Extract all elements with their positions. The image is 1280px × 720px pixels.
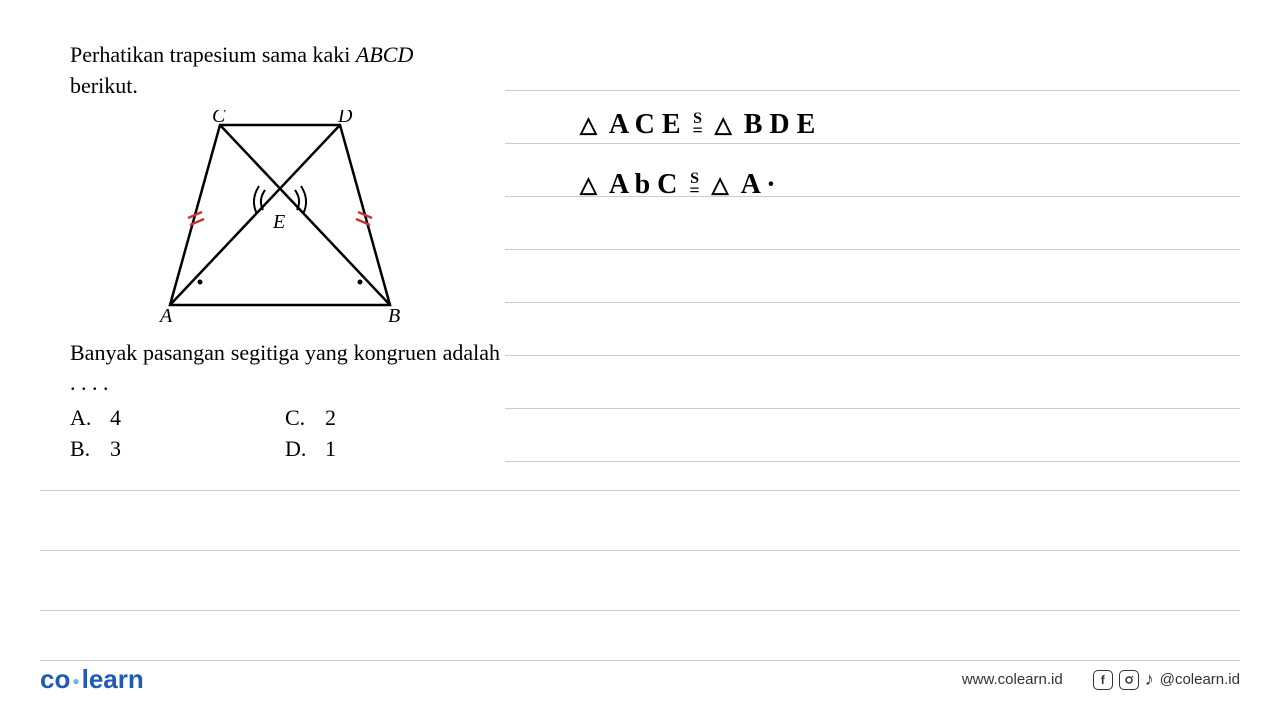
congruent-symbol: S = <box>689 173 699 197</box>
question-intro: Perhatikan trapesium sama kaki ABCD beri… <box>70 40 500 102</box>
option-value: 1 <box>325 434 336 465</box>
svg-text:E: E <box>272 211 285 233</box>
option-value: 2 <box>325 403 336 434</box>
option-letter: C. <box>285 403 325 434</box>
website-url: www.colearn.id <box>962 671 1063 688</box>
option-d: D. 1 <box>285 434 500 465</box>
trapezium-diagram: A B C D E <box>150 110 410 330</box>
handwriting-line-2: △ A b C S = △ A · <box>580 165 1030 205</box>
social-handle: @colearn.id <box>1160 671 1240 688</box>
question-prompt: Banyak pasangan segitiga yang kongruen a… <box>70 338 500 400</box>
handwriting-line-1: △ A C E S = △ B D E <box>580 105 1030 145</box>
hw-triangle-1: A C E <box>609 109 681 141</box>
option-letter: B. <box>70 434 110 465</box>
triangle-icon: △ <box>712 172 729 198</box>
logo-dot-icon: ● <box>72 674 79 688</box>
option-c: C. 2 <box>285 403 500 434</box>
logo-learn: learn <box>82 664 144 694</box>
footer-right: www.colearn.id f ♪ @colearn.id <box>962 669 1240 690</box>
option-letter: A. <box>70 403 110 434</box>
question-text-part2: berikut. <box>70 73 138 98</box>
option-letter: D. <box>285 434 325 465</box>
social-links: f ♪ @colearn.id <box>1093 669 1240 690</box>
option-value: 4 <box>110 403 121 434</box>
option-a: A. 4 <box>70 403 285 434</box>
footer: co●learn www.colearn.id f ♪ @colearn.id <box>40 664 1240 695</box>
question-text-italic: ABCD <box>356 42 413 67</box>
option-value: 3 <box>110 434 121 465</box>
answer-options: A. 4 C. 2 B. 3 D. 1 <box>70 403 500 465</box>
triangle-icon: △ <box>580 112 597 138</box>
question-text-part1: Perhatikan trapesium sama kaki <box>70 42 356 67</box>
svg-text:D: D <box>337 110 353 127</box>
tiktok-icon: ♪ <box>1145 669 1154 690</box>
svg-text:B: B <box>388 305 400 327</box>
triangle-icon: △ <box>580 172 597 198</box>
svg-text:A: A <box>158 305 173 327</box>
svg-text:C: C <box>212 110 226 127</box>
hw-triangle-2: B D E <box>744 109 816 141</box>
option-b: B. 3 <box>70 434 285 465</box>
congruent-symbol: S = <box>693 113 703 137</box>
hw-triangle-3: A b C <box>609 169 677 201</box>
facebook-icon: f <box>1093 670 1113 690</box>
brand-logo: co●learn <box>40 664 144 695</box>
question-block: Perhatikan trapesium sama kaki ABCD beri… <box>70 40 500 465</box>
hw-triangle-4: A · <box>741 169 776 201</box>
triangle-icon: △ <box>715 112 732 138</box>
handwritten-work: △ A C E S = △ B D E △ A b C S = △ A · <box>580 105 1030 225</box>
logo-co: co <box>40 664 70 694</box>
instagram-icon <box>1119 670 1139 690</box>
